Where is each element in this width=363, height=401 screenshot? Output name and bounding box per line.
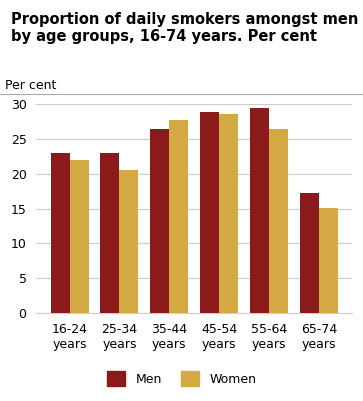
Bar — [200, 112, 219, 313]
Bar — [119, 170, 138, 313]
Bar — [219, 114, 238, 313]
Bar — [300, 192, 319, 313]
Text: Per cent: Per cent — [5, 79, 56, 92]
Bar — [150, 129, 169, 313]
Bar — [51, 153, 70, 313]
Bar — [70, 160, 89, 313]
Bar — [169, 119, 188, 313]
Legend: Men, Women: Men, Women — [102, 366, 261, 391]
Bar — [269, 129, 288, 313]
Text: Proportion of daily smokers amongst men and women
by age groups, 16-74 years. Pe: Proportion of daily smokers amongst men … — [11, 12, 363, 45]
Bar — [101, 153, 119, 313]
Bar — [319, 208, 338, 313]
Bar — [250, 108, 269, 313]
